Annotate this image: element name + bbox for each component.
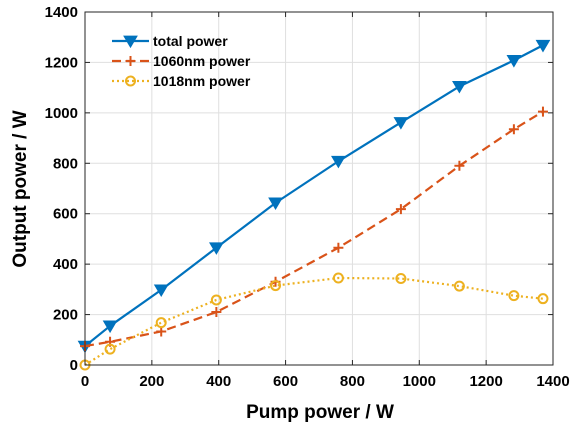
legend-label: 1018nm power bbox=[153, 73, 251, 89]
data-point-marker bbox=[270, 280, 282, 292]
x-tick-label: 0 bbox=[81, 373, 89, 390]
series-layer bbox=[77, 39, 551, 371]
x-tick-label: 200 bbox=[139, 373, 164, 390]
data-point-marker bbox=[104, 343, 116, 355]
y-tick-label: 1400 bbox=[45, 4, 78, 21]
data-point-marker bbox=[268, 197, 283, 211]
data-point-marker bbox=[333, 242, 344, 253]
data-point-marker bbox=[125, 56, 136, 66]
data-point-marker bbox=[331, 155, 346, 169]
legend-entry: 1060nm power bbox=[112, 53, 251, 69]
data-point-marker bbox=[454, 160, 465, 171]
series-line bbox=[84, 276, 544, 366]
series-1 bbox=[77, 39, 551, 354]
plot-frame bbox=[84, 11, 554, 366]
y-tick-label: 1000 bbox=[45, 105, 78, 122]
y-tick-label: 1200 bbox=[45, 54, 78, 71]
legend-label: 1060nm power bbox=[153, 53, 251, 69]
data-point-marker bbox=[508, 124, 519, 135]
y-axis-label: Output power / W bbox=[10, 110, 31, 267]
y-tick-label: 400 bbox=[53, 256, 78, 273]
data-point-marker bbox=[393, 117, 409, 130]
data-point-marker bbox=[508, 290, 520, 302]
legend-entry: 1018nm power bbox=[112, 73, 251, 89]
series-line bbox=[84, 110, 544, 348]
data-point-marker bbox=[125, 75, 136, 87]
grid bbox=[84, 11, 554, 366]
data-point-marker bbox=[452, 81, 467, 94]
x-tick-label: 1200 bbox=[469, 373, 502, 390]
series-3 bbox=[79, 272, 549, 371]
data-point-marker bbox=[123, 35, 138, 49]
y-tick-label: 800 bbox=[53, 155, 78, 172]
data-point-marker bbox=[153, 284, 169, 298]
series-line bbox=[84, 44, 544, 347]
data-point-marker bbox=[453, 280, 465, 292]
x-axis-label: Pump power / W bbox=[246, 402, 394, 423]
x-tick-label: 1400 bbox=[536, 373, 569, 390]
data-point-marker bbox=[506, 55, 522, 68]
ticks: 0 200 400 600 800 1000 1200 1400 0 200 400 600 800 10… bbox=[45, 4, 570, 390]
data-point-marker bbox=[155, 317, 167, 329]
data-point-marker bbox=[209, 242, 224, 255]
y-tick-label: 200 bbox=[53, 307, 78, 324]
y-tick-label: 600 bbox=[53, 206, 78, 223]
x-tick-label: 600 bbox=[273, 373, 298, 390]
data-point-marker bbox=[395, 204, 406, 215]
x-tick-label: 400 bbox=[206, 373, 231, 390]
legend-entry: total power bbox=[112, 33, 228, 49]
y-tick-label: 0 bbox=[70, 357, 78, 374]
data-point-marker bbox=[210, 294, 222, 306]
data-point-marker bbox=[535, 39, 551, 53]
data-point-marker bbox=[395, 273, 407, 285]
x-tick-label: 800 bbox=[340, 373, 365, 390]
data-point-marker bbox=[537, 106, 548, 117]
data-point-marker bbox=[537, 293, 549, 305]
legend-label: total power bbox=[153, 33, 228, 49]
x-tick-label: 1000 bbox=[403, 373, 436, 390]
data-point-marker bbox=[102, 320, 118, 334]
data-point-marker bbox=[332, 272, 344, 284]
data-point-marker bbox=[211, 307, 222, 318]
legend: total power 1060nm power 1018nm power bbox=[112, 33, 251, 89]
